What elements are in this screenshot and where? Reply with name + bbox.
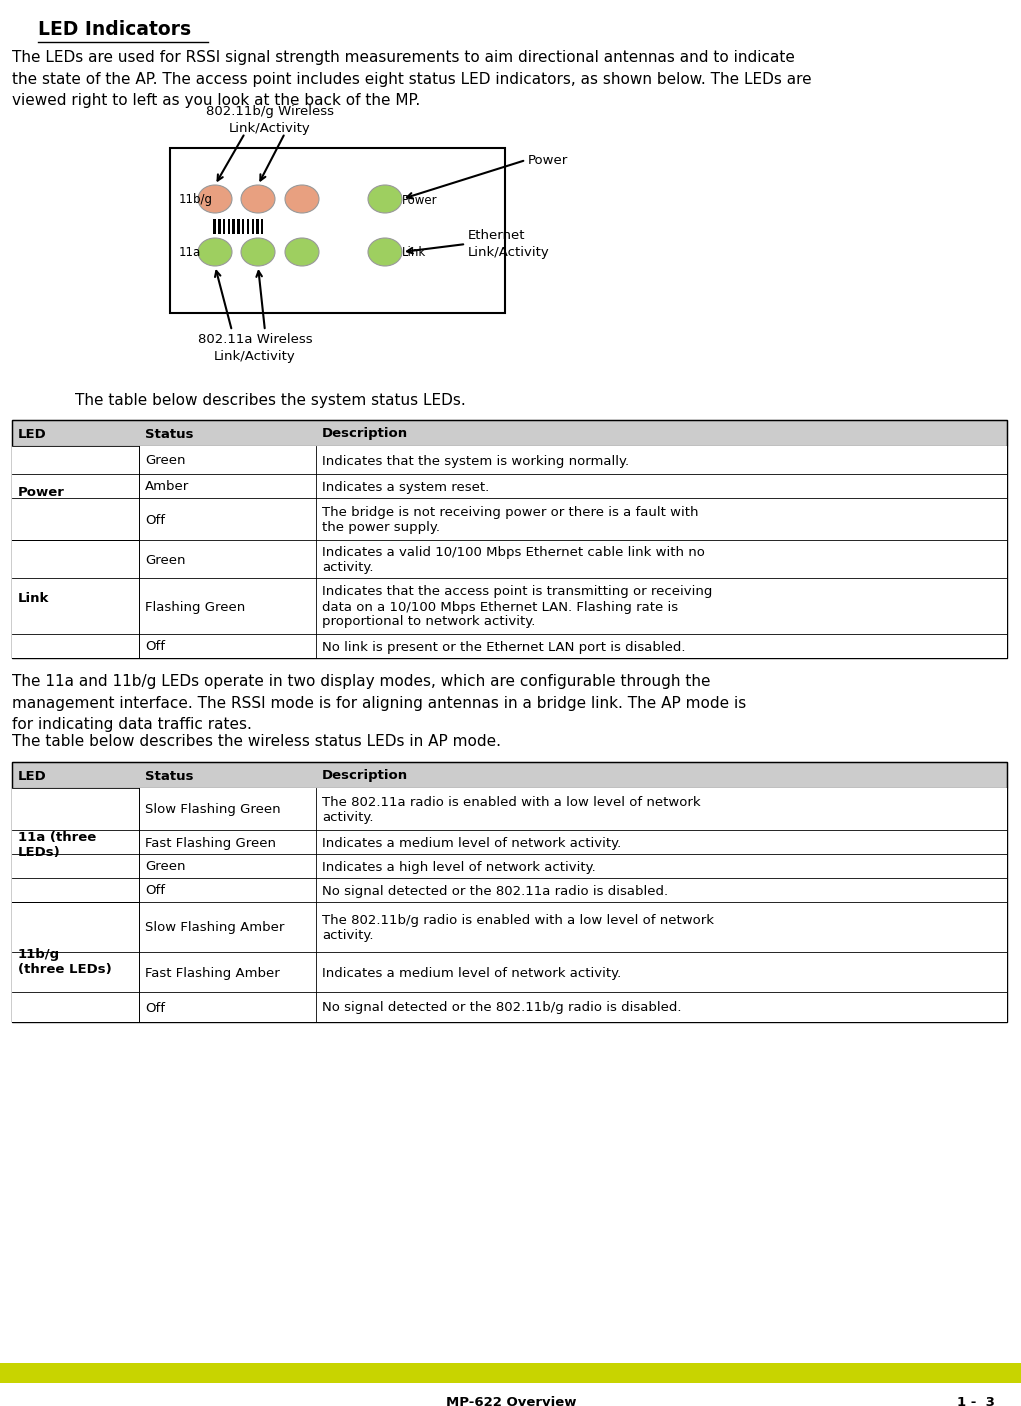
Bar	[12, 787, 139, 903]
Text: Indicates a valid 10/100 Mbps Ethernet cable link with no
activity.: Indicates a valid 10/100 Mbps Ethernet c…	[322, 546, 704, 574]
Bar	[12, 952, 1007, 993]
Bar	[223, 218, 225, 233]
Bar	[261, 218, 263, 233]
Text: The LEDs are used for RSSI signal strength measurements to aim directional anten: The LEDs are used for RSSI signal streng…	[12, 51, 812, 108]
Bar	[237, 218, 240, 233]
Bar	[12, 474, 1007, 498]
Text: No signal detected or the 802.11b/g radio is disabled.: No signal detected or the 802.11b/g radi…	[322, 1001, 681, 1015]
Bar	[12, 540, 139, 658]
Bar	[12, 762, 1007, 1022]
Text: Power: Power	[18, 486, 65, 499]
Text: The bridge is not receiving power or there is a fault with
the power supply.: The bridge is not receiving power or the…	[322, 506, 698, 534]
Text: Fast Flashing Green: Fast Flashing Green	[145, 837, 276, 849]
Bar	[12, 993, 1007, 1022]
Text: Power: Power	[402, 194, 438, 207]
Text: Slow Flashing Amber: Slow Flashing Amber	[145, 921, 285, 935]
Text: MP-622 Overview: MP-622 Overview	[446, 1396, 576, 1406]
Bar	[12, 903, 139, 1022]
Bar	[247, 218, 249, 233]
Ellipse shape	[198, 238, 232, 266]
Text: LED Indicators: LED Indicators	[38, 20, 191, 39]
Text: No link is present or the Ethernet LAN port is disabled.: No link is present or the Ethernet LAN p…	[322, 641, 685, 654]
Text: 11b/g
(three LEDs): 11b/g (three LEDs)	[18, 948, 111, 976]
Text: Indicates a medium level of network activity.: Indicates a medium level of network acti…	[322, 966, 621, 980]
Text: Green: Green	[145, 554, 186, 567]
Bar	[171, 148, 505, 314]
Bar	[232, 218, 235, 233]
Text: Indicates a high level of network activity.: Indicates a high level of network activi…	[322, 860, 595, 873]
Bar	[12, 787, 1007, 830]
Bar	[12, 446, 1007, 474]
Text: Slow Flashing Green: Slow Flashing Green	[145, 803, 281, 817]
Bar	[12, 420, 1007, 446]
Text: Status: Status	[145, 769, 194, 783]
Bar	[12, 877, 1007, 903]
Bar	[12, 446, 139, 540]
Text: Ethernet
Link/Activity: Ethernet Link/Activity	[468, 229, 549, 259]
Text: Green: Green	[145, 860, 186, 873]
Text: Off: Off	[145, 884, 165, 897]
Bar	[12, 634, 1007, 658]
Text: 802.11a Wireless
Link/Activity: 802.11a Wireless Link/Activity	[198, 333, 312, 363]
Bar	[228, 218, 230, 233]
Ellipse shape	[198, 186, 232, 212]
Text: 11b/g: 11b/g	[179, 194, 213, 207]
Text: The 802.11a radio is enabled with a low level of network
activity.: The 802.11a radio is enabled with a low …	[322, 796, 700, 824]
Text: Indicates that the access point is transmitting or receiving
data on a 10/100 Mb: Indicates that the access point is trans…	[322, 585, 713, 628]
Bar	[256, 218, 259, 233]
Ellipse shape	[285, 238, 319, 266]
Bar	[12, 830, 1007, 853]
Text: Power: Power	[528, 153, 569, 166]
Text: Off: Off	[145, 513, 165, 526]
Text: Green: Green	[145, 454, 186, 468]
Text: Status: Status	[145, 427, 194, 440]
Text: 802.11b/g Wireless
Link/Activity: 802.11b/g Wireless Link/Activity	[206, 105, 334, 135]
Ellipse shape	[285, 186, 319, 212]
Text: 1 -  3: 1 - 3	[957, 1396, 995, 1406]
Bar	[0, 1362, 1021, 1384]
Bar	[213, 218, 216, 233]
Bar	[242, 218, 244, 233]
Bar	[12, 903, 1007, 952]
Ellipse shape	[368, 186, 402, 212]
Text: Link: Link	[18, 592, 49, 606]
Ellipse shape	[241, 186, 275, 212]
Bar	[12, 762, 1007, 787]
Text: No signal detected or the 802.11a radio is disabled.: No signal detected or the 802.11a radio …	[322, 884, 668, 897]
Bar	[252, 218, 254, 233]
Text: Link: Link	[402, 246, 426, 260]
Text: Flashing Green: Flashing Green	[145, 600, 245, 613]
Text: The table below describes the system status LEDs.: The table below describes the system sta…	[75, 394, 466, 408]
Text: Fast Flashing Amber: Fast Flashing Amber	[145, 966, 280, 980]
Text: 11a: 11a	[179, 246, 201, 260]
Text: Description: Description	[322, 427, 408, 440]
Text: The table below describes the wireless status LEDs in AP mode.: The table below describes the wireless s…	[12, 734, 501, 749]
Bar	[12, 853, 1007, 877]
Text: LED: LED	[18, 769, 47, 783]
Text: Off: Off	[145, 641, 165, 654]
Text: Description: Description	[322, 769, 408, 783]
Bar	[12, 498, 1007, 540]
Bar	[12, 540, 1007, 578]
Text: LED: LED	[18, 427, 47, 440]
Bar	[218, 218, 221, 233]
Text: The 802.11b/g radio is enabled with a low level of network
activity.: The 802.11b/g radio is enabled with a lo…	[322, 914, 714, 942]
Bar	[12, 578, 1007, 634]
Ellipse shape	[241, 238, 275, 266]
Text: 11a (three
LEDs): 11a (three LEDs)	[18, 831, 96, 859]
Bar	[12, 420, 1007, 658]
Text: Off: Off	[145, 1001, 165, 1015]
Text: The 11a and 11b/g LEDs operate in two display modes, which are configurable thro: The 11a and 11b/g LEDs operate in two di…	[12, 673, 746, 733]
Text: Amber: Amber	[145, 481, 189, 494]
Text: Indicates a medium level of network activity.: Indicates a medium level of network acti…	[322, 837, 621, 849]
Text: Indicates a system reset.: Indicates a system reset.	[322, 481, 489, 494]
Text: Indicates that the system is working normally.: Indicates that the system is working nor…	[322, 454, 629, 468]
Ellipse shape	[368, 238, 402, 266]
